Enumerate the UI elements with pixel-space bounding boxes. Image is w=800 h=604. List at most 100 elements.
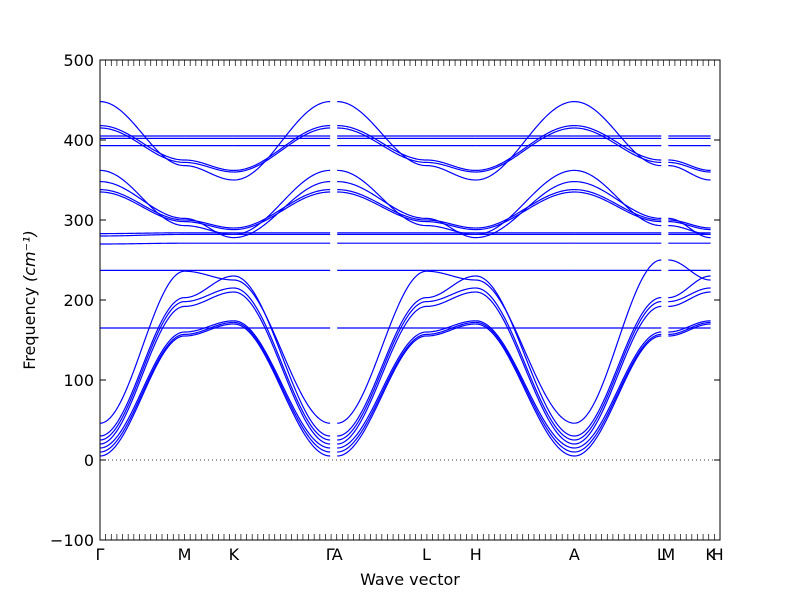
series-14-segment-3 (337, 181, 427, 219)
y-tick-label-100: 100 (63, 371, 94, 390)
series-18-segment-3 (337, 101, 427, 167)
series-5-segment-2 (233, 275, 331, 437)
series-3-segment-1 (184, 291, 234, 307)
x-tick-label-8: L (657, 545, 666, 564)
series-4-segment-3 (337, 301, 427, 441)
series-4-segment-0 (99, 301, 185, 441)
x-tick-label-11: H (712, 545, 724, 564)
series-13-segment-3 (337, 189, 427, 221)
series-2-segment-2 (233, 320, 331, 449)
series-16-segment-4 (426, 161, 476, 173)
series-16-segment-1 (184, 161, 234, 173)
series-6-segment-0 (99, 270, 185, 424)
series-18-segment-0 (99, 101, 185, 167)
series-14-segment-0 (99, 181, 185, 219)
y-tick-label-500: 500 (63, 51, 94, 70)
x-tick-label-6: H (470, 545, 482, 564)
series-12-segment-2 (233, 191, 331, 231)
series-17-segment-0 (99, 125, 185, 161)
y-tick-label-200: 200 (63, 291, 94, 310)
series-12-segment-0 (99, 191, 185, 223)
series-15-segment-4 (426, 225, 476, 235)
series-2-segment-1 (184, 320, 234, 333)
series-15-segment-7 (668, 225, 711, 235)
x-tick-label-4: A (332, 545, 343, 564)
series-5-segment-4 (426, 275, 476, 299)
series-18-segment-5 (475, 101, 575, 181)
series-12-segment-4 (426, 221, 476, 231)
series-18-segment-4 (426, 165, 476, 181)
y-tick-label-400: 400 (63, 131, 94, 150)
series-5-segment-1 (184, 275, 234, 299)
y-tick-label-0: 0 (84, 451, 94, 470)
series-15-segment-3 (337, 169, 427, 227)
series-15-segment-0 (99, 169, 185, 227)
series-9-segment-0 (100, 242, 185, 245)
series-2-segment-7 (668, 320, 711, 333)
x-tick-label-2: K (229, 545, 240, 564)
series-17-segment-5 (475, 125, 575, 171)
series-5-segment-6 (574, 297, 662, 437)
series-3-segment-2 (233, 291, 331, 445)
series-0-segment-0 (99, 335, 185, 457)
series-1-segment-2 (233, 321, 331, 453)
series-17-segment-3 (337, 125, 427, 161)
series-7-segment-0 (100, 233, 185, 237)
series-3-segment-0 (99, 305, 185, 445)
x-tick-label-1: M (178, 545, 192, 564)
series-6-segment-5 (475, 279, 575, 424)
series-14-segment-5 (475, 181, 575, 239)
series-0-segment-1 (184, 323, 234, 337)
series-16-segment-5 (475, 127, 575, 173)
series-14-segment-2 (233, 181, 331, 239)
series-15-segment-1 (184, 225, 234, 235)
series-2-segment-4 (426, 320, 476, 333)
y-tick-label--100: −100 (50, 531, 94, 550)
series-0-segment-3 (337, 335, 427, 457)
series-13-segment-4 (426, 219, 476, 229)
series-2-segment-0 (99, 331, 185, 449)
series-13-segment-7 (668, 219, 711, 229)
x-axis-label: Wave vector (360, 570, 460, 589)
series-15-segment-5 (475, 169, 575, 235)
series-2-segment-6 (574, 331, 662, 449)
series-14-segment-4 (426, 217, 476, 239)
series-12-segment-5 (475, 191, 575, 231)
series-14-segment-1 (184, 217, 234, 239)
series-0-segment-5 (475, 323, 575, 457)
x-tick-label-10: K (705, 545, 716, 564)
series-5-segment-7 (668, 275, 711, 299)
series-0-segment-2 (233, 323, 331, 457)
series-6-segment-4 (426, 270, 476, 281)
series-6-segment-2 (233, 279, 331, 424)
x-tick-label-7: A (569, 545, 580, 564)
series-5-segment-5 (475, 275, 575, 437)
series-0-segment-6 (574, 335, 662, 457)
series-14-segment-7 (668, 217, 711, 239)
series-13-segment-1 (184, 219, 234, 229)
series-3-segment-3 (337, 305, 427, 445)
x-tick-label-0: Γ (96, 545, 105, 564)
series-17-segment-2 (233, 125, 331, 171)
series-16-segment-2 (233, 127, 331, 173)
series-4-segment-7 (668, 287, 711, 303)
series-4-segment-1 (184, 287, 234, 303)
plot-frame (99, 59, 721, 541)
series-3-segment-4 (426, 291, 476, 307)
series-1-segment-0 (99, 333, 185, 453)
series-3-segment-7 (668, 291, 711, 307)
ticks-group (99, 59, 721, 541)
series-lines (99, 101, 711, 457)
series-13-segment-6 (574, 189, 662, 221)
y-tick-label-300: 300 (63, 211, 94, 230)
series-2-segment-3 (337, 331, 427, 449)
x-tick-label-9: M (661, 545, 675, 564)
series-18-segment-6 (574, 101, 662, 167)
x-tick-label-3: Γ (326, 545, 335, 564)
series-5-segment-0 (99, 297, 185, 437)
series-16-segment-7 (668, 161, 711, 173)
series-4-segment-2 (233, 287, 331, 441)
